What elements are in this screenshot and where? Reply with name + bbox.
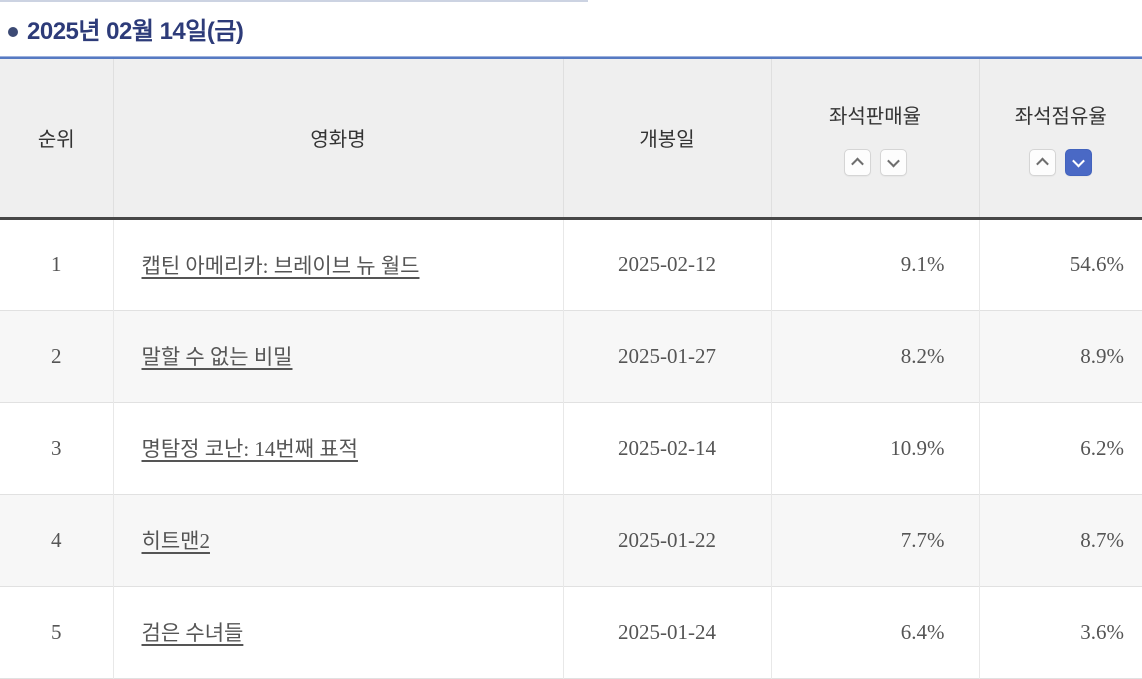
seat-occupancy-rate-cell: 8.7% — [1080, 527, 1124, 552]
chevron-up-icon — [1036, 157, 1050, 171]
seat-sales-rate-cell: 6.4% — [771, 586, 980, 678]
release-date-cell: 2025-01-22 — [563, 494, 772, 586]
release-date-header-label: 개봉일 — [639, 129, 695, 152]
movie-title-link[interactable]: 명탐정 코난: 14번째 표적 — [141, 437, 358, 461]
seat-occupancy-rate-cell: 54.6% — [1069, 252, 1124, 276]
table-row: 1 캡틴 아메리카: 브레이브 뉴 월드 2025-02-12 9.1% 54.… — [0, 218, 1142, 310]
circle-bullet-icon — [8, 27, 18, 37]
rank-cell: 5 — [0, 586, 114, 678]
release-date-cell: 2025-02-14 — [563, 402, 772, 494]
box-office-table: 순위 영화명 개봉일 좌석판매율 좌석점유율 — [0, 59, 1142, 679]
table-row: 5 검은 수녀들 2025-01-24 6.4% 3.6% — [0, 586, 1142, 678]
seat-sales-sort-desc-button[interactable] — [879, 148, 907, 176]
chevron-up-icon — [850, 157, 864, 171]
seat-sales-rate-cell: 10.9% — [771, 402, 980, 494]
page-header: 2025년 02월 14일(금) — [0, 0, 1142, 48]
release-date-cell: 2025-01-27 — [563, 310, 772, 402]
seat-occupancy-rate-header-label: 좌석점유율 — [1014, 105, 1107, 128]
table-row: 3 명탐정 코난: 14번째 표적 2025-02-14 10.9% 6.2% — [0, 402, 1142, 494]
seat-sales-sort-group — [772, 148, 979, 176]
seat-sales-rate-cell: 9.1% — [771, 218, 980, 310]
page-title: 2025년 02월 14일(금) — [27, 17, 244, 45]
seat-occupancy-rate-cell: 8.9% — [1080, 343, 1124, 368]
seat-occupancy-sort-group — [980, 148, 1142, 176]
chevron-down-icon — [886, 154, 900, 168]
column-header-seat-sales-rate: 좌석판매율 — [771, 59, 980, 220]
title-underline — [0, 56, 1142, 59]
table-header: 순위 영화명 개봉일 좌석판매율 좌석점유율 — [0, 59, 1142, 220]
movie-title-link[interactable]: 히트맨2 — [141, 529, 210, 553]
movie-header-label: 영화명 — [310, 129, 366, 152]
rank-cell: 1 — [0, 218, 114, 310]
release-date-cell: 2025-02-12 — [563, 218, 772, 310]
column-header-movie: 영화명 — [113, 59, 564, 220]
chevron-down-icon — [1072, 154, 1086, 168]
movie-cell: 명탐정 코난: 14번째 표적 — [113, 402, 564, 494]
seat-sales-rate-cell: 8.2% — [771, 310, 980, 402]
column-header-release-date: 개봉일 — [563, 59, 772, 220]
table-row: 4 히트맨2 2025-01-22 7.7% 8.7% — [0, 494, 1142, 586]
movie-cell: 히트맨2 — [113, 494, 564, 586]
seat-occupancy-rate-cell: 6.2% — [1080, 435, 1124, 460]
table-row: 2 말할 수 없는 비밀 2025-01-27 8.2% 8.9% — [0, 310, 1142, 402]
column-header-seat-occupancy-rate: 좌석점유율 — [979, 59, 1142, 220]
seat-occupancy-rate-cell: 3.6% — [1080, 619, 1124, 644]
movie-cell: 캡틴 아메리카: 브레이브 뉴 월드 — [113, 218, 564, 310]
top-edge-divider — [0, 0, 588, 2]
movie-cell: 검은 수녀들 — [113, 586, 564, 678]
column-header-rank: 순위 — [0, 59, 114, 220]
movie-title-link[interactable]: 캡틴 아메리카: 브레이브 뉴 월드 — [141, 253, 420, 278]
rank-cell: 4 — [0, 494, 114, 586]
seat-sales-sort-asc-button[interactable] — [843, 148, 871, 176]
movie-title-link[interactable]: 말할 수 없는 비밀 — [141, 345, 293, 369]
rank-cell: 3 — [0, 402, 114, 494]
seat-sales-rate-header-label: 좌석판매율 — [829, 105, 921, 128]
release-date-cell: 2025-01-24 — [563, 586, 772, 678]
rank-header-label: 순위 — [37, 129, 75, 152]
seat-sales-rate-cell: 7.7% — [771, 494, 980, 586]
rank-cell: 2 — [0, 310, 114, 402]
seat-occupancy-sort-desc-button[interactable] — [1065, 148, 1093, 176]
movie-title-link[interactable]: 검은 수녀들 — [141, 621, 244, 645]
table-body: 1 캡틴 아메리카: 브레이브 뉴 월드 2025-02-12 9.1% 54.… — [0, 218, 1142, 678]
movie-cell: 말할 수 없는 비밀 — [113, 310, 564, 402]
seat-occupancy-sort-asc-button[interactable] — [1029, 148, 1057, 176]
